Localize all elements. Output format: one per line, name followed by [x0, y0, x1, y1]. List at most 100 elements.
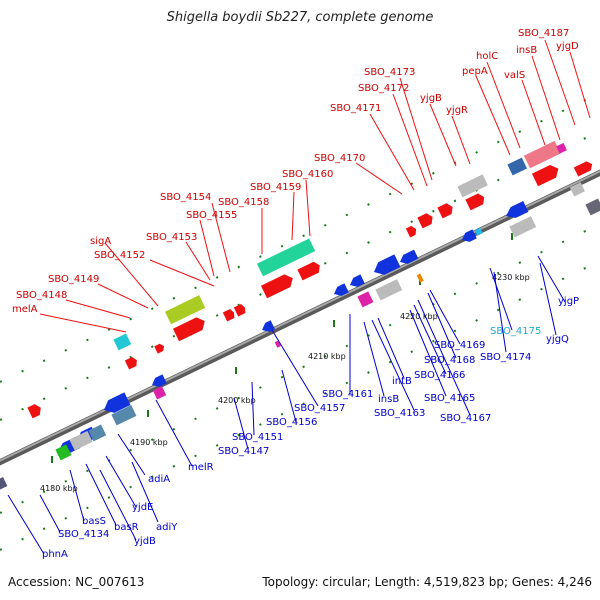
- gene-feature: [154, 343, 165, 354]
- gene-feature: [104, 392, 131, 413]
- gene-label: SBO_4154: [160, 192, 211, 203]
- gene-feature: [465, 193, 485, 211]
- accession-text: Accession: NC_007613: [8, 575, 145, 589]
- gene-feature: [350, 274, 365, 287]
- gene-label: yjgQ: [546, 334, 569, 345]
- gene-feature: [457, 174, 488, 198]
- gene-feature: [474, 227, 483, 236]
- gene-feature: [400, 249, 419, 264]
- gene-feature: [334, 283, 349, 296]
- gene-label: SBO_4174: [480, 352, 531, 363]
- gene-label: intB: [392, 376, 412, 387]
- gene-label: SBO_4152: [94, 250, 145, 261]
- gene-feature: [124, 357, 137, 370]
- gene-label: melA: [12, 304, 38, 315]
- topology-text: Topology: circular; Length: 4,519,823 bp…: [262, 575, 592, 589]
- gene-label: adiA: [148, 474, 170, 485]
- gene-labels-bottom: yjgP SBO_4175 yjgQ SBO_4174 SBO_4169 SBO…: [42, 296, 579, 560]
- gene-label: phnA: [42, 549, 68, 560]
- map-title: Shigella boydii Sb227, complete genome: [166, 10, 434, 25]
- gene-label: yjgB: [420, 93, 442, 104]
- gene-label: SBO_4159: [250, 182, 301, 193]
- gene-feature: [509, 216, 537, 238]
- gene-label: yjgD: [556, 41, 579, 52]
- leader-lines-bottom: [7, 255, 566, 555]
- gene-label: yjgR: [446, 105, 468, 116]
- gene-feature: [172, 317, 205, 342]
- gene-feature: [297, 261, 320, 281]
- gene-label: SBO_4169: [434, 340, 485, 351]
- scale-ticks: [51, 233, 513, 463]
- gene-feature: [69, 430, 93, 451]
- gene-feature: [573, 161, 593, 177]
- leader-lines-top: [39, 39, 591, 333]
- gene-label: yjdE: [132, 502, 153, 513]
- reverse-genes: [0, 182, 600, 490]
- gene-feature: [260, 274, 293, 299]
- gene-feature: [164, 295, 206, 325]
- gene-feature: [357, 291, 374, 308]
- gene-label: SBO_4151: [232, 432, 283, 443]
- scale-label: 4180 kbp: [40, 484, 78, 493]
- gene-feature: [0, 477, 8, 490]
- gene-label: SBO_4166: [414, 370, 465, 381]
- gene-label: melR: [188, 462, 214, 473]
- gene-feature: [374, 254, 401, 275]
- gene-label: holC: [476, 51, 498, 62]
- gene-label: SBO_4149: [48, 274, 99, 285]
- gene-label: insB: [516, 45, 537, 56]
- genome-backbone-highlight: [0, 170, 600, 462]
- gene-label: SBO_4134: [58, 529, 109, 540]
- gene-feature: [405, 225, 417, 238]
- gene-feature: [585, 198, 600, 216]
- gene-label: basS: [82, 516, 106, 527]
- gene-label: SBO_4147: [218, 446, 269, 457]
- gene-feature: [88, 424, 107, 442]
- gene-label: SBO_4170: [314, 153, 365, 164]
- gene-feature: [531, 164, 559, 187]
- gene-feature: [152, 374, 167, 387]
- gene-label: SBO_4160: [282, 169, 333, 180]
- gene-label: SBO_4148: [16, 290, 67, 301]
- scale-label: 4230 kbp: [492, 273, 530, 282]
- gene-label: SBO_4171: [330, 103, 381, 114]
- gene-feature: [152, 386, 167, 400]
- gene-feature: [569, 182, 585, 197]
- gene-feature: [375, 279, 403, 301]
- gene-feature: [256, 238, 316, 277]
- gene-label: SBO_4187: [518, 28, 569, 39]
- gene-feature: [27, 404, 41, 419]
- gene-feature: [111, 405, 137, 426]
- gene-feature: [222, 309, 235, 322]
- gene-label: valS: [504, 70, 525, 81]
- gene-feature: [506, 201, 529, 218]
- gene-label: SBO_4173: [364, 67, 415, 78]
- gene-label: SBO_4153: [146, 232, 197, 243]
- gene-label: basR: [114, 522, 139, 533]
- genome-backbone: [0, 169, 600, 466]
- gene-feature: [233, 304, 246, 317]
- gene-label: adiY: [156, 522, 178, 533]
- gene-feature: [556, 142, 567, 154]
- gene-feature: [262, 320, 275, 332]
- gene-label: SBO_4163: [374, 408, 425, 419]
- forward-genes: [27, 140, 593, 419]
- gene-label: SBO_4168: [424, 355, 475, 366]
- gene-label: SBO_4158: [218, 197, 269, 208]
- gene-feature: [274, 340, 281, 348]
- scale-label: 4200 kbp: [218, 396, 256, 405]
- gene-label: SBO_4156: [266, 417, 317, 428]
- gene-label: yjdB: [134, 536, 156, 547]
- gene-label: pepA: [462, 66, 488, 77]
- gene-label: SBO_4157: [294, 403, 345, 414]
- gene-label: yjgP: [558, 296, 579, 307]
- gene-feature: [507, 157, 528, 176]
- gene-label: SBO_4167: [440, 413, 491, 424]
- gene-feature: [55, 444, 72, 461]
- gene-feature: [113, 333, 132, 351]
- gene-feature: [523, 140, 561, 169]
- gene-feature: [416, 273, 424, 283]
- gene-feature: [417, 213, 433, 229]
- gene-label: SBO_4155: [186, 210, 237, 221]
- gene-feature: [462, 229, 477, 242]
